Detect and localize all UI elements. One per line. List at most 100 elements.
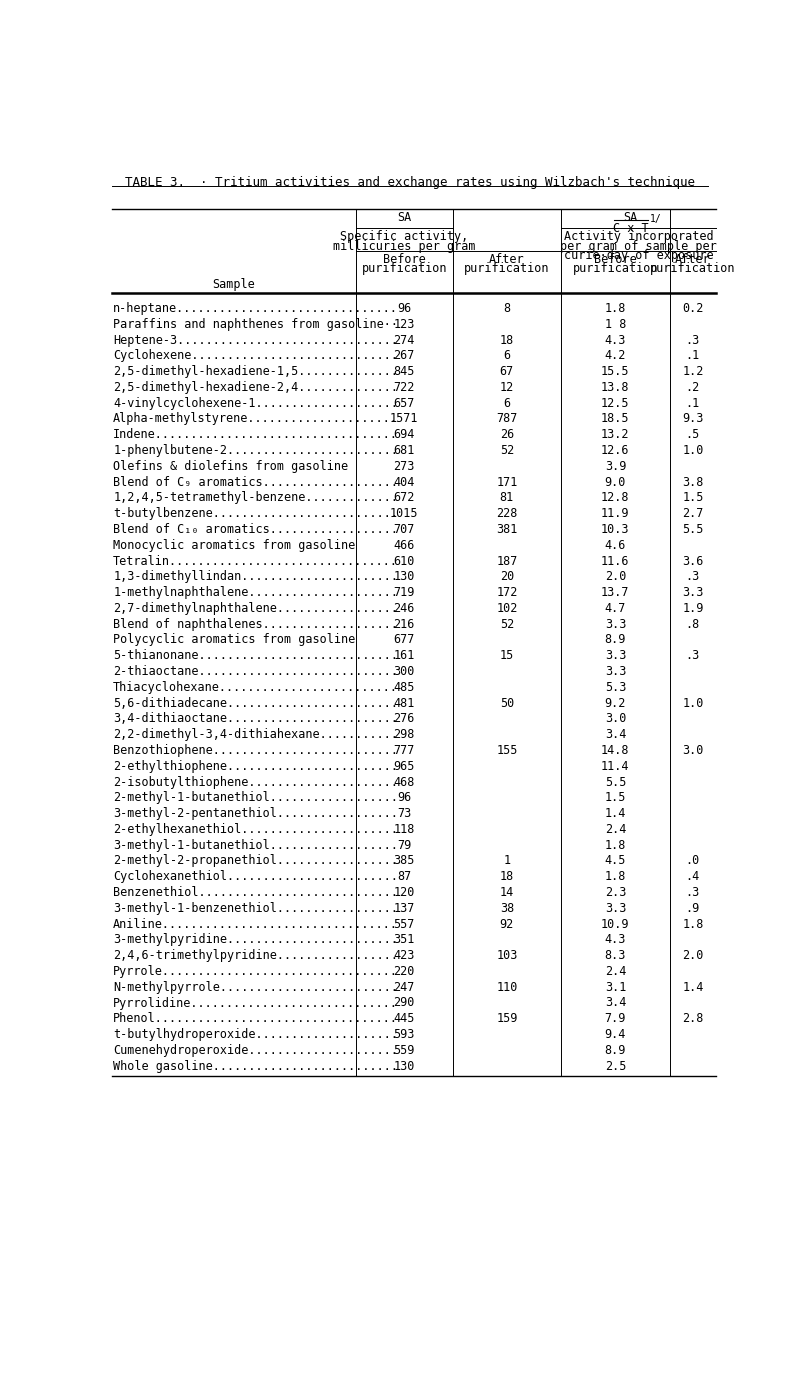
Text: 137: 137 xyxy=(394,902,415,915)
Text: 1.4: 1.4 xyxy=(605,807,626,820)
Text: Whole gasoline..........................: Whole gasoline.......................... xyxy=(113,1060,398,1072)
Text: 3.3: 3.3 xyxy=(605,617,626,631)
Text: Phenol..................................: Phenol.................................. xyxy=(113,1013,398,1025)
Text: Polycyclic aromatics from gasoline: Polycyclic aromatics from gasoline xyxy=(113,634,370,646)
Text: .1: .1 xyxy=(686,350,700,362)
Text: 559: 559 xyxy=(394,1044,415,1057)
Text: purification: purification xyxy=(650,262,736,275)
Text: 5-thianonane............................: 5-thianonane............................ xyxy=(113,649,398,662)
Text: 13.7: 13.7 xyxy=(601,587,630,599)
Text: 5,6-dithiadecane........................: 5,6-dithiadecane........................ xyxy=(113,696,398,710)
Text: 3.3: 3.3 xyxy=(682,587,703,599)
Text: 12: 12 xyxy=(500,381,514,394)
Text: 2,4,6-trimethylpyridine.................: 2,4,6-trimethylpyridine................. xyxy=(113,949,398,963)
Text: 1.8: 1.8 xyxy=(682,918,703,931)
Text: 87: 87 xyxy=(397,870,411,884)
Text: .4: .4 xyxy=(686,870,700,884)
Text: 2,2-dimethyl-3,4-dithiahexane...........: 2,2-dimethyl-3,4-dithiahexane........... xyxy=(113,728,398,741)
Text: C x T: C x T xyxy=(613,222,649,234)
Text: 1: 1 xyxy=(503,854,510,867)
Text: 1.2: 1.2 xyxy=(682,365,703,379)
Text: Cumenehydroperoxide.....................: Cumenehydroperoxide..................... xyxy=(113,1044,398,1057)
Text: 172: 172 xyxy=(496,587,518,599)
Text: 8.9: 8.9 xyxy=(605,1044,626,1057)
Text: 110: 110 xyxy=(496,981,518,993)
Text: 468: 468 xyxy=(394,775,415,789)
Text: 67: 67 xyxy=(500,365,514,379)
Text: .3: .3 xyxy=(686,333,700,347)
Text: 300: 300 xyxy=(394,664,415,678)
Text: 130: 130 xyxy=(394,570,415,584)
Text: 81: 81 xyxy=(500,491,514,505)
Text: 0.2: 0.2 xyxy=(682,302,703,315)
Text: 5.3: 5.3 xyxy=(605,681,626,694)
Text: Blend of C₉ aromatics...................: Blend of C₉ aromatics................... xyxy=(113,476,398,488)
Text: Olefins & diolefins from gasoline: Olefins & diolefins from gasoline xyxy=(113,460,362,473)
Text: 187: 187 xyxy=(496,555,518,567)
Text: 246: 246 xyxy=(394,602,415,614)
Text: 385: 385 xyxy=(394,854,415,867)
Text: 707: 707 xyxy=(394,523,415,535)
Text: 1.8: 1.8 xyxy=(605,302,626,315)
Text: 1.5: 1.5 xyxy=(605,792,626,804)
Text: 15: 15 xyxy=(500,649,514,662)
Text: Before: Before xyxy=(594,254,637,266)
Text: 3.3: 3.3 xyxy=(605,902,626,915)
Text: purification: purification xyxy=(464,262,550,275)
Text: .3: .3 xyxy=(686,649,700,662)
Text: 1-methylnaphthalene.....................: 1-methylnaphthalene..................... xyxy=(113,587,398,599)
Text: 2,5-dimethyl-hexadiene-1,5..............: 2,5-dimethyl-hexadiene-1,5.............. xyxy=(113,365,398,379)
Text: 276: 276 xyxy=(394,713,415,725)
Text: 13.2: 13.2 xyxy=(601,429,630,441)
Text: 15.5: 15.5 xyxy=(601,365,630,379)
Text: 3.6: 3.6 xyxy=(682,555,703,567)
Text: n-heptane...............................: n-heptane............................... xyxy=(113,302,398,315)
Text: 2.3: 2.3 xyxy=(605,886,626,899)
Text: Thiacyclohexane.........................: Thiacyclohexane......................... xyxy=(113,681,398,694)
Text: 719: 719 xyxy=(394,587,415,599)
Text: 14: 14 xyxy=(500,886,514,899)
Text: 159: 159 xyxy=(496,1013,518,1025)
Text: 2-ethylthiophene........................: 2-ethylthiophene........................ xyxy=(113,760,398,773)
Text: 657: 657 xyxy=(394,397,415,409)
Text: 2.0: 2.0 xyxy=(682,949,703,963)
Text: .3: .3 xyxy=(686,886,700,899)
Text: 79: 79 xyxy=(397,839,411,852)
Text: 161: 161 xyxy=(394,649,415,662)
Text: 610: 610 xyxy=(394,555,415,567)
Text: Blend of C₁₀ aromatics..................: Blend of C₁₀ aromatics.................. xyxy=(113,523,398,535)
Text: 290: 290 xyxy=(394,996,415,1010)
Text: 351: 351 xyxy=(394,933,415,946)
Text: 273: 273 xyxy=(394,460,415,473)
Text: 228: 228 xyxy=(496,508,518,520)
Text: 7.9: 7.9 xyxy=(605,1013,626,1025)
Text: 3-methylpyridine........................: 3-methylpyridine........................ xyxy=(113,933,398,946)
Text: 1.0: 1.0 xyxy=(682,444,703,458)
Text: 12.8: 12.8 xyxy=(601,491,630,505)
Text: 103: 103 xyxy=(496,949,518,963)
Text: 2-isobutylthiophene.....................: 2-isobutylthiophene..................... xyxy=(113,775,398,789)
Text: 1.9: 1.9 xyxy=(682,602,703,614)
Text: 4.7: 4.7 xyxy=(605,602,626,614)
Text: 2.0: 2.0 xyxy=(605,570,626,584)
Text: 445: 445 xyxy=(394,1013,415,1025)
Text: 694: 694 xyxy=(394,429,415,441)
Text: Paraffins and naphthenes from gasoline··: Paraffins and naphthenes from gasoline·· xyxy=(113,318,413,330)
Text: 3.0: 3.0 xyxy=(682,743,703,757)
Text: SA: SA xyxy=(397,211,411,225)
Text: 1571: 1571 xyxy=(390,412,418,426)
Text: Specific activity,: Specific activity, xyxy=(340,230,468,243)
Text: 220: 220 xyxy=(394,965,415,978)
Text: 4.3: 4.3 xyxy=(605,933,626,946)
Text: 120: 120 xyxy=(394,886,415,899)
Text: Benzothiophene..........................: Benzothiophene.......................... xyxy=(113,743,398,757)
Text: 102: 102 xyxy=(496,602,518,614)
Text: 3.0: 3.0 xyxy=(605,713,626,725)
Text: 14.8: 14.8 xyxy=(601,743,630,757)
Text: 130: 130 xyxy=(394,1060,415,1072)
Text: 5.5: 5.5 xyxy=(682,523,703,535)
Text: 3-methyl-1-benzenethiol.................: 3-methyl-1-benzenethiol................. xyxy=(113,902,398,915)
Text: 381: 381 xyxy=(496,523,518,535)
Text: After: After xyxy=(675,254,710,266)
Text: 593: 593 xyxy=(394,1028,415,1042)
